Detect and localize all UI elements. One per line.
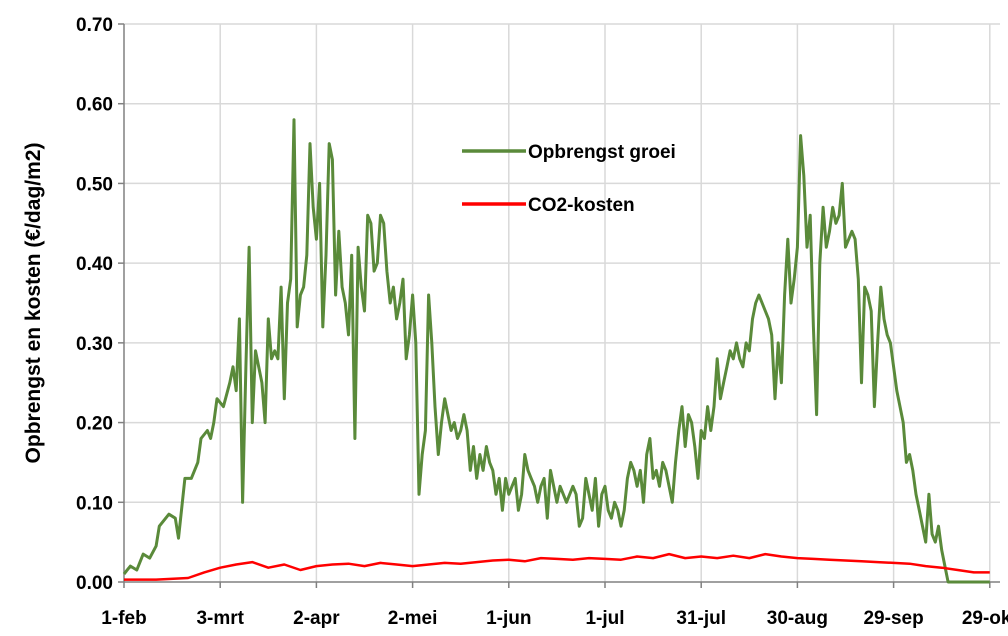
y-tick-label: 0.50 <box>76 174 113 195</box>
y-tick-label: 0.70 <box>76 15 113 36</box>
series-line-opbrengst-groei <box>122 118 990 584</box>
y-axis-title: Opbrengst en kosten (€/dag/m2) <box>22 143 45 464</box>
y-tick-label: 0.10 <box>76 493 113 514</box>
x-tick-label: 30-aug <box>767 608 828 629</box>
x-tick-label: 2-apr <box>293 608 340 629</box>
x-tick-label: 31-jul <box>676 608 726 629</box>
x-tick-label: 3-mrt <box>196 608 244 629</box>
y-tick-label: 0.60 <box>76 95 113 116</box>
x-tick-label: 2-mei <box>388 608 438 629</box>
series-layer <box>122 118 990 584</box>
legend-label-opbrengst: Opbrengst groei <box>528 142 676 163</box>
y-tick-label: 0.20 <box>76 414 113 435</box>
y-tick-label: 0.30 <box>76 334 113 355</box>
x-tick-label: 29-sep <box>863 608 923 629</box>
legend: Opbrengst groei CO2-kosten <box>462 142 676 216</box>
x-tick-label: 1-jun <box>486 608 531 629</box>
y-tick-label: 0.40 <box>76 254 113 275</box>
y-tick-labels: 0.00 0.10 0.20 0.30 0.40 0.50 0.60 0.70 <box>76 15 113 594</box>
x-tick-label: 29-okt <box>962 608 1008 629</box>
x-tick-label: 1-jul <box>585 608 624 629</box>
series-line-co2-kosten <box>124 552 990 581</box>
y-tick-label: 0.00 <box>76 573 113 594</box>
x-tick-labels: 1-feb 3-mrt 2-apr 2-mei 1-jun 1-jul 31-jul 30-a… <box>101 608 1008 629</box>
x-tick-label: 1-feb <box>101 608 146 629</box>
legend-label-co2: CO2-kosten <box>528 195 635 216</box>
